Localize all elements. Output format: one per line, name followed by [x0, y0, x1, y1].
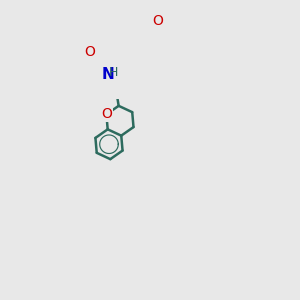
Text: N: N	[101, 67, 114, 82]
Text: H: H	[109, 66, 118, 79]
Text: O: O	[84, 44, 95, 58]
Text: O: O	[101, 107, 112, 122]
Text: O: O	[152, 14, 163, 28]
